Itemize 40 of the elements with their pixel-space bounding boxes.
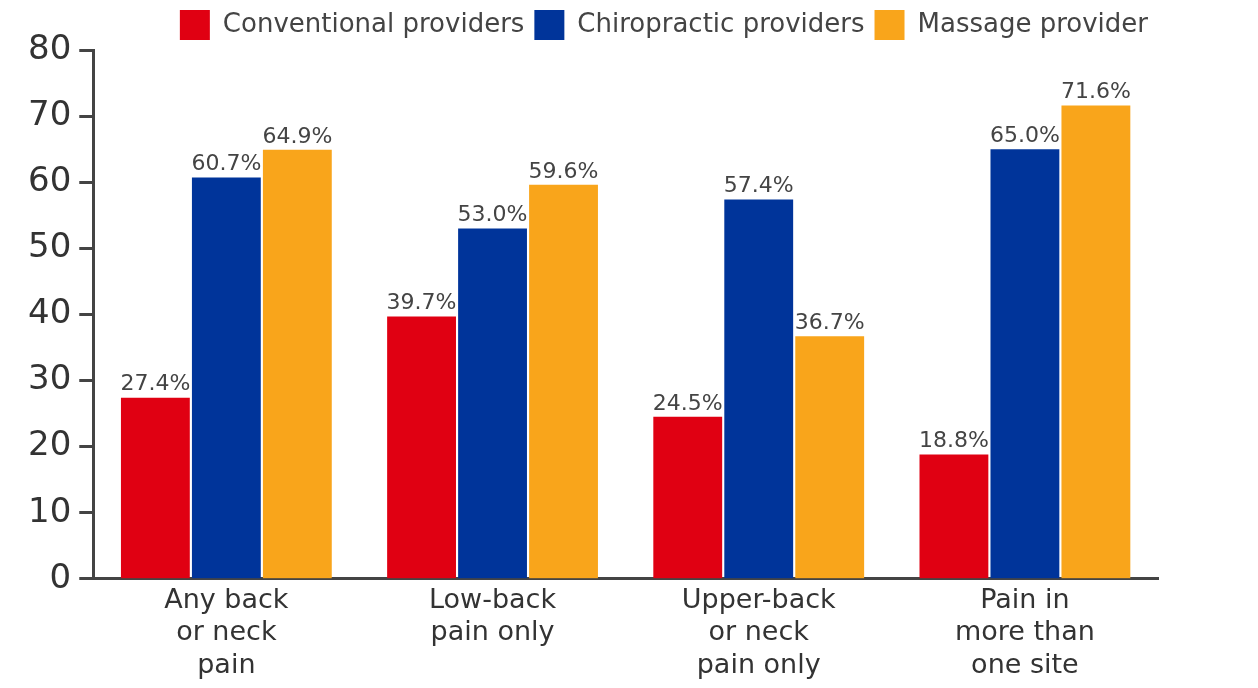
bar — [724, 199, 794, 579]
data-label: 39.7% — [386, 289, 457, 315]
y-tick-label: 70 — [28, 92, 72, 133]
y-tick-label: 50 — [28, 225, 72, 266]
y-tick-label: 30 — [28, 357, 72, 398]
data-label: 27.4% — [120, 370, 191, 396]
y-tick-label: 20 — [28, 423, 72, 464]
bar — [191, 177, 261, 579]
y-tick-label: 40 — [28, 291, 72, 332]
data-label: 65.0% — [989, 121, 1060, 147]
bar — [990, 149, 1060, 579]
x-tick-label: Upper-back or neck pain only — [681, 583, 837, 679]
bar — [919, 454, 989, 579]
data-label: 36.7% — [794, 308, 865, 334]
data-label: 71.6% — [1060, 78, 1131, 104]
bar — [120, 397, 190, 579]
x-tick-label: Pain in more than one site — [954, 583, 1095, 679]
bar — [1061, 105, 1131, 579]
y-tick-label: 10 — [28, 489, 72, 530]
bar — [262, 149, 332, 579]
data-label: 64.9% — [262, 122, 333, 148]
data-label: 57.4% — [723, 172, 794, 198]
bar — [653, 416, 723, 579]
y-tick-label: 80 — [28, 26, 72, 67]
x-tick-label: Low-back pain only — [429, 583, 557, 647]
data-label: 24.5% — [652, 389, 723, 415]
bar — [387, 316, 456, 579]
data-label: 59.6% — [528, 157, 599, 183]
bar — [529, 184, 598, 579]
data-label: 18.8% — [918, 427, 989, 453]
data-label: 60.7% — [191, 150, 262, 176]
legend-label: Massage provider — [917, 7, 1149, 38]
legend-label: Chiropractic providers — [577, 7, 865, 38]
x-tick-label: Any back or neck pain — [164, 583, 289, 679]
data-label: 53.0% — [457, 201, 528, 227]
legend-label: Conventional providers — [222, 7, 525, 38]
y-tick-label: 0 — [49, 555, 72, 596]
bar — [795, 336, 865, 579]
bar — [458, 228, 527, 579]
y-tick-label: 60 — [28, 159, 72, 200]
